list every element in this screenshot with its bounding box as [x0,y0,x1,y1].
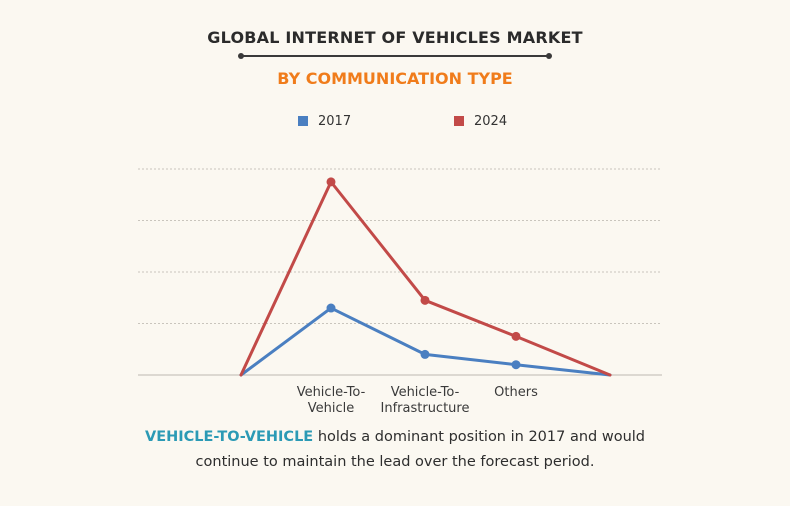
series-line-2017 [239,306,612,377]
title-divider [238,53,552,59]
caption-line-2: continue to maintain the lead over the f… [195,454,595,470]
chart-caption: VEHICLE-TO-VEHICLE holds a dominant posi… [0,425,790,475]
x-tick-label-line: Others [494,385,538,400]
x-tick-label: Vehicle-To-Vehicle [297,385,366,416]
legend-item-2024: 2024 [454,113,507,129]
legend-label-2017: 2017 [318,113,352,129]
x-tick-label-line: Vehicle [308,401,355,416]
data-point-2024 [511,331,521,341]
legend-swatch-2024 [454,116,464,126]
series-line-2024 [239,180,612,377]
line-chart: Vehicle-To-VehicleVehicle-To-Infrastruct… [138,168,662,416]
x-tick-label-line: Vehicle-To- [297,385,366,400]
caption-line-1-text: holds a dominant position in 2017 and wo… [313,429,645,445]
chart-subtitle: BY COMMUNICATION TYPE [277,69,513,88]
caption-line-1: VEHICLE-TO-VEHICLE holds a dominant posi… [0,425,790,450]
x-tick-label: Others [494,385,538,400]
data-point-2017 [420,349,430,359]
x-tick-label-line: Vehicle-To- [391,385,460,400]
legend-item-2017: 2017 [298,113,351,129]
legend-swatch-2017 [298,116,308,126]
legend-label-2024: 2024 [474,113,508,129]
x-tick-label-line: Infrastructure [381,401,470,416]
data-point-2017 [511,360,521,370]
caption-highlight: VEHICLE-TO-VEHICLE [144,429,314,445]
data-point-2024 [326,177,336,187]
chart-title: GLOBAL INTERNET OF VEHICLES MARKET [207,28,583,47]
data-point-2017 [326,303,336,313]
data-point-2024 [420,295,430,305]
x-tick-label: Vehicle-To-Infrastructure [381,385,470,416]
